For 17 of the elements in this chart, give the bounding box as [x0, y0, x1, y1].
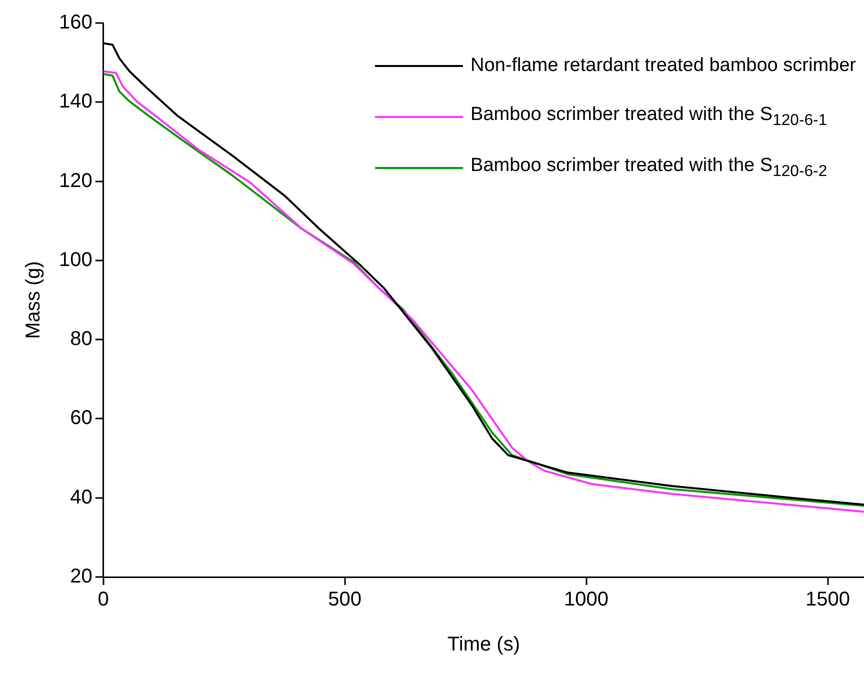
- y-tick-label: 40: [70, 486, 92, 508]
- legend-label: Bamboo scrimber treated with the S$_{120-6-2}$: [470, 154, 828, 180]
- y-tick-label: 100: [58, 248, 92, 271]
- x-tick-label: 0: [98, 588, 109, 611]
- legend-label: Non-flame retardant treated bamboo scrimber: [470, 54, 856, 76]
- x-axis-title: Time (s): [447, 634, 520, 656]
- y-tick-label: 80: [70, 328, 92, 350]
- y-tick-label: 160: [58, 12, 92, 34]
- y-tick-label: 120: [58, 170, 92, 192]
- y-tick-label: 60: [70, 407, 92, 430]
- y-tick-label: 140: [58, 90, 92, 113]
- legend-label: Bamboo scrimber treated with the S$_{120-6-1}$: [470, 104, 828, 130]
- x-tick-label: 500: [328, 588, 362, 611]
- x-tick-label: 1500: [806, 588, 850, 611]
- x-tick-label: 1000: [564, 588, 609, 611]
- y-tick-label: 20: [70, 566, 92, 588]
- y-axis-title: Mass (g): [22, 261, 45, 339]
